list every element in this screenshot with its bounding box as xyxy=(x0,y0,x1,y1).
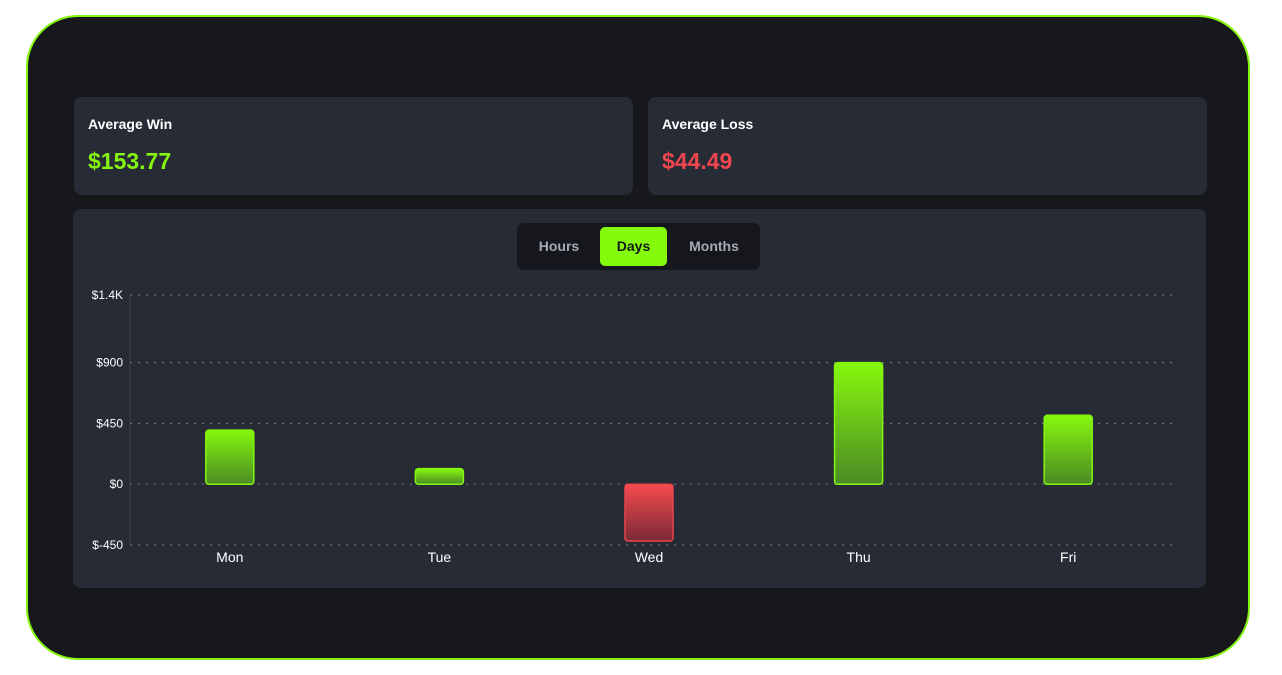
x-tick-label-mon: Mon xyxy=(216,549,243,565)
bar-tue[interactable] xyxy=(414,467,465,485)
y-tick-label: $0 xyxy=(110,477,124,491)
tab-days[interactable]: Days xyxy=(600,227,667,266)
y-tick-label: $-450 xyxy=(92,538,123,552)
bar-fri[interactable] xyxy=(1043,414,1093,485)
y-tick-label: $900 xyxy=(96,356,123,370)
tab-hours[interactable]: Hours xyxy=(538,238,580,254)
tab-months[interactable]: Months xyxy=(689,238,739,254)
bar-wed[interactable] xyxy=(624,483,674,542)
timeframe-tabs: Hours Days Months xyxy=(517,223,760,270)
x-tick-label-thu: Thu xyxy=(847,549,871,565)
x-tick-label-tue: Tue xyxy=(428,549,452,565)
y-tick-label: $450 xyxy=(96,416,123,430)
average-loss-value: $44.49 xyxy=(662,148,733,174)
average-loss-card: Average Loss $44.49 xyxy=(648,97,1207,195)
x-tick-label-fri: Fri xyxy=(1060,549,1076,565)
bar-thu[interactable] xyxy=(833,361,884,485)
y-tick-label: $1.4K xyxy=(92,288,123,302)
x-tick-label-wed: Wed xyxy=(635,549,664,565)
average-win-card: Average Win $153.77 xyxy=(74,97,633,195)
average-win-label: Average Win xyxy=(88,116,173,132)
average-win-value: $153.77 xyxy=(88,148,172,174)
average-loss-label: Average Loss xyxy=(662,116,754,132)
bar-mon[interactable] xyxy=(205,429,255,485)
